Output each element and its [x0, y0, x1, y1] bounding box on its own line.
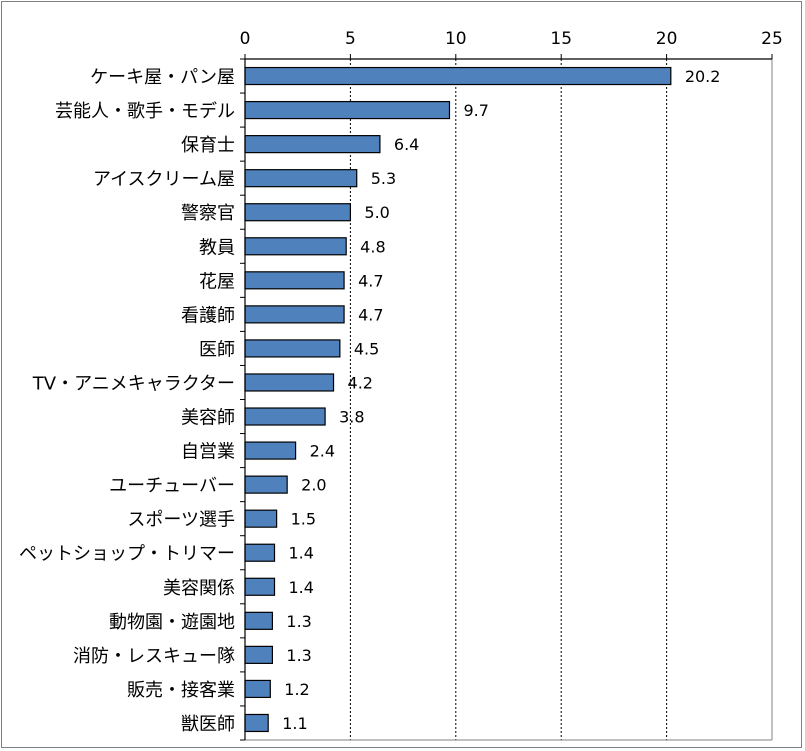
- grid-lines: [245, 59, 773, 740]
- data-label: 20.2: [685, 67, 721, 86]
- bar: [244, 373, 335, 392]
- data-label: 5.3: [371, 169, 396, 188]
- category-label: 販売・接客業: [127, 680, 235, 701]
- axes: [240, 54, 773, 741]
- bar: [244, 407, 326, 426]
- data-label: 2.0: [301, 476, 326, 495]
- category-label: 花屋: [199, 271, 235, 292]
- category-label: アイスクリーム屋: [93, 169, 235, 190]
- labels: 0 5 10 15 20 25 ケーキ屋・パン屋 20.2 芸能人・歌手・モデル 9.7 保育士 6.…: [19, 29, 783, 735]
- x-tick-label: 25: [761, 29, 783, 49]
- data-label: 1.1: [282, 714, 307, 733]
- category-label: 看護師: [181, 305, 235, 326]
- data-label: 1.3: [286, 646, 311, 665]
- bar: [244, 679, 271, 699]
- category-label: 芸能人・歌手・モデル: [55, 101, 235, 122]
- data-label: 6.4: [394, 135, 419, 154]
- category-label: ユーチューバー: [109, 476, 235, 497]
- bar: [244, 135, 381, 154]
- bar: [244, 577, 276, 596]
- data-label: 5.0: [364, 203, 389, 222]
- data-label: 4.5: [354, 339, 379, 358]
- bar: [244, 611, 274, 630]
- bar: [244, 237, 347, 256]
- bar: [244, 271, 345, 290]
- data-label: 2.4: [310, 442, 335, 461]
- x-tick-label: 15: [550, 29, 572, 49]
- x-tick-label: 0: [240, 29, 251, 49]
- data-label: 9.7: [463, 101, 488, 120]
- data-label: 4.2: [348, 373, 373, 392]
- x-tick-label: 5: [345, 29, 356, 49]
- bar: [244, 441, 297, 460]
- category-label: 警察官: [181, 203, 235, 224]
- data-label: 1.5: [291, 510, 316, 529]
- bar: [244, 543, 276, 562]
- category-label: 保育士: [181, 135, 235, 156]
- category-label: ケーキ屋・パン屋: [90, 67, 235, 88]
- bar: [244, 509, 278, 528]
- bar: [244, 66, 672, 86]
- category-label: 獣医師: [181, 714, 235, 735]
- plot-area: [245, 59, 772, 740]
- bar: [244, 475, 288, 494]
- category-label: 自営業: [181, 442, 235, 463]
- bar: [244, 339, 341, 358]
- category-label: ペットショップ・トリマー: [19, 544, 235, 565]
- data-label: 3.8: [339, 408, 364, 427]
- bar: [244, 305, 345, 324]
- bar: [244, 645, 274, 664]
- data-label: 1.2: [284, 680, 309, 699]
- x-tick-label: 10: [445, 29, 467, 49]
- bar: [244, 203, 352, 222]
- bar: [244, 169, 358, 188]
- data-label: 1.4: [289, 544, 314, 563]
- bar: [244, 100, 451, 120]
- category-label: 医師: [199, 339, 235, 360]
- category-label: TV・アニメキャラクター: [32, 373, 235, 394]
- category-label: 教員: [199, 237, 235, 258]
- bar: [244, 713, 269, 733]
- data-label: 4.7: [358, 305, 383, 324]
- category-label: 動物園・遊園地: [109, 612, 235, 633]
- data-label: 4.7: [358, 271, 383, 290]
- data-label: 4.8: [360, 237, 385, 256]
- category-label: スポーツ選手: [127, 510, 235, 531]
- category-label: 美容師: [181, 408, 235, 429]
- category-label: 美容関係: [163, 578, 235, 599]
- category-label: 消防・レスキュー隊: [73, 646, 235, 667]
- data-label: 1.3: [286, 612, 311, 631]
- x-tick-label: 20: [656, 29, 678, 49]
- data-label: 1.4: [289, 578, 314, 597]
